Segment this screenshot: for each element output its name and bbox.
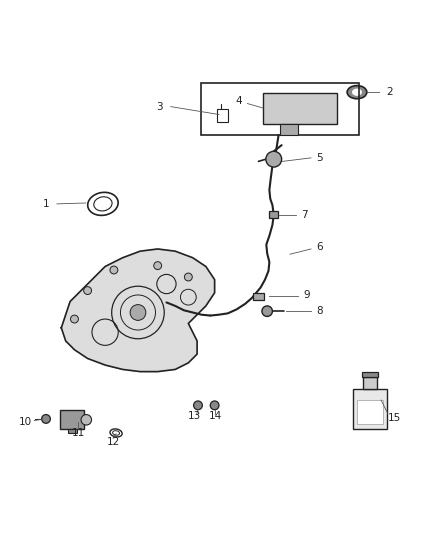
Bar: [280, 124, 298, 135]
Bar: [353, 389, 387, 429]
Circle shape: [84, 287, 92, 295]
Text: 14: 14: [209, 411, 223, 421]
Circle shape: [184, 273, 192, 281]
Circle shape: [130, 304, 146, 320]
Ellipse shape: [347, 86, 367, 99]
Circle shape: [262, 306, 272, 317]
Bar: [357, 400, 383, 424]
Text: 1: 1: [42, 199, 49, 209]
Bar: [363, 377, 377, 389]
Text: mopar: mopar: [361, 414, 379, 419]
Polygon shape: [61, 249, 215, 372]
Circle shape: [210, 401, 219, 410]
Text: 9: 9: [303, 290, 310, 300]
Bar: [217, 109, 228, 122]
Circle shape: [154, 262, 162, 270]
Text: 10: 10: [19, 417, 32, 427]
Bar: [269, 211, 278, 219]
Text: 15: 15: [388, 413, 401, 423]
Bar: [60, 410, 84, 430]
Text: 6: 6: [316, 242, 323, 252]
Circle shape: [194, 401, 202, 410]
Bar: [263, 93, 337, 124]
Text: 5: 5: [316, 153, 323, 163]
Text: 12: 12: [106, 437, 120, 447]
Text: 8: 8: [316, 306, 323, 316]
Bar: [201, 83, 359, 135]
Text: m: m: [364, 401, 377, 414]
Text: 13: 13: [187, 411, 201, 421]
Circle shape: [71, 315, 78, 323]
Text: 11: 11: [71, 428, 85, 438]
Bar: [362, 372, 378, 377]
Text: 3: 3: [156, 102, 163, 111]
Text: 4: 4: [235, 96, 242, 106]
Bar: [68, 429, 77, 433]
Circle shape: [42, 415, 50, 423]
Bar: [253, 293, 264, 300]
Text: 7: 7: [301, 210, 308, 220]
Circle shape: [110, 266, 118, 274]
Circle shape: [266, 151, 282, 167]
Ellipse shape: [353, 89, 361, 95]
Text: 2: 2: [386, 87, 393, 97]
Circle shape: [81, 415, 92, 425]
